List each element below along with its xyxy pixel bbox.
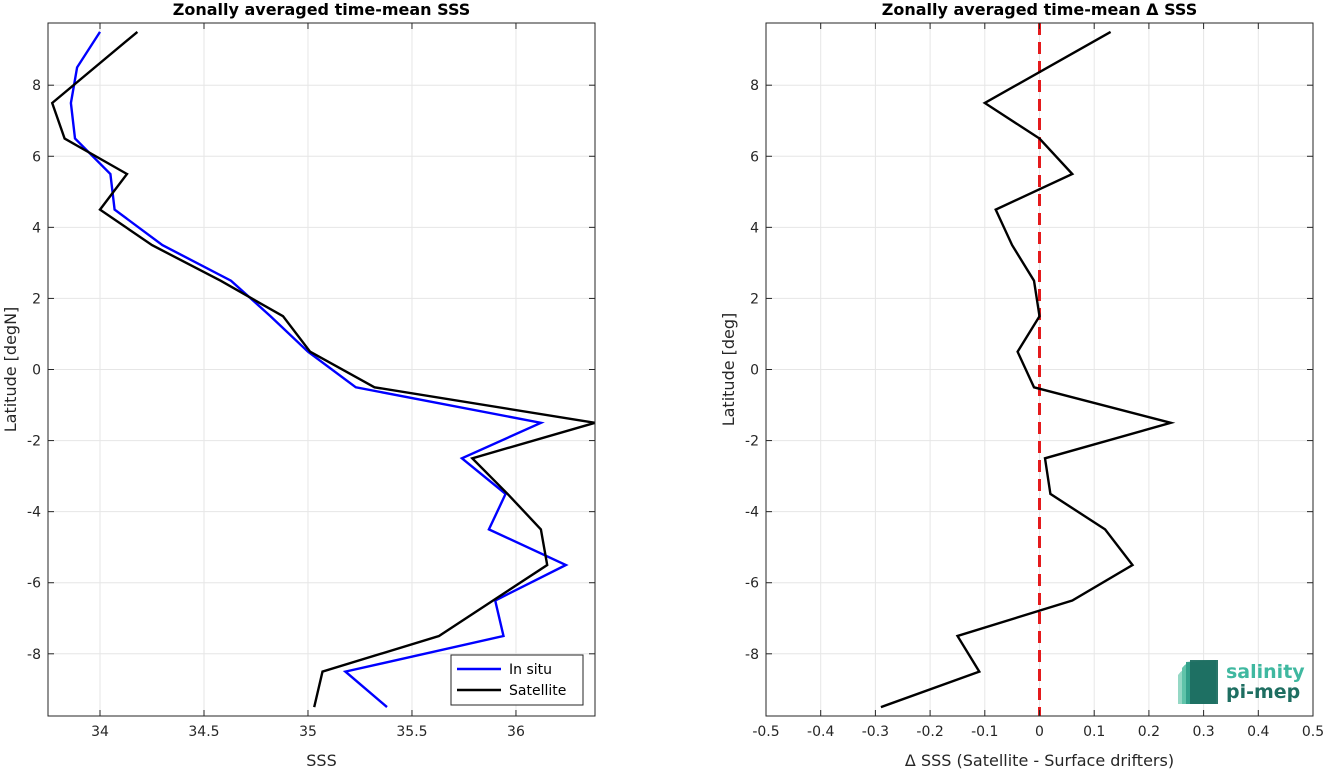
left-x-tick-label: 35.5: [396, 724, 427, 740]
left-y-tick-label: -2: [27, 434, 41, 450]
right-y-tick-label: -4: [745, 505, 759, 521]
right-y-tick-label: -6: [745, 576, 759, 592]
right-x-tick-label: -0.2: [916, 724, 943, 740]
legend-label-satellite: Satellite: [509, 683, 566, 699]
right-y-axis-label: Latitude [deg]: [719, 313, 738, 427]
left-x-tick-label: 34.5: [188, 724, 219, 740]
right-x-axis-label: Δ SSS (Satellite - Surface drifters): [905, 751, 1174, 769]
right-chart-panel: -0.5 -0.4 -0.3 -0.2 -0.1 0 0.1 0.2 0.3 0.4 0.5 -8 -6…: [719, 0, 1324, 769]
left-y-tick-label: 8: [32, 78, 41, 94]
right-y-tick-label: 8: [750, 78, 759, 94]
right-x-tick-label: 0.2: [1138, 724, 1160, 740]
right-y-tick-label: 0: [750, 363, 759, 379]
right-x-tick-label: 0.4: [1247, 724, 1269, 740]
left-x-axis-label: SSS: [306, 751, 336, 769]
left-y-tick-label: -4: [27, 505, 41, 521]
left-chart-panel: 34 34.5 35 35.5 36 -8 -6 -4 -2 0 2 4 6 8 Zonally avera…: [1, 0, 596, 769]
left-x-tick-label: 35: [299, 724, 317, 740]
wave-logo-layer: [1190, 660, 1218, 704]
right-x-tick-label: 0.5: [1302, 724, 1324, 740]
right-x-tick-label: -0.3: [862, 724, 889, 740]
left-y-tick-label: 2: [32, 291, 41, 307]
satellite-series-line: [50, 30, 596, 708]
right-x-tick-label: -0.5: [752, 724, 779, 740]
legend-box: [450, 654, 584, 706]
in-situ-series-line: [69, 31, 569, 709]
left-y-tick-label: 6: [32, 149, 41, 165]
left-y-axis-label: Latitude [degN]: [1, 307, 20, 433]
right-chart-title: Zonally averaged time-mean Δ SSS: [882, 0, 1198, 19]
right-x-tick-label: 0.3: [1192, 724, 1214, 740]
right-y-tick-label: 6: [750, 149, 759, 165]
left-y-tick-label: 0: [32, 363, 41, 379]
right-x-tick-label: -0.4: [807, 724, 834, 740]
left-chart-title: Zonally averaged time-mean SSS: [173, 0, 471, 19]
right-x-tick-label: 0: [1035, 724, 1044, 740]
right-y-tick-label: 2: [750, 291, 759, 307]
right-x-tick-label: -0.1: [971, 724, 998, 740]
left-x-tick-label: 36: [507, 724, 525, 740]
left-x-tick-label: 34: [91, 724, 109, 740]
right-x-tick-label: 0.1: [1083, 724, 1105, 740]
left-y-tick-label: -6: [27, 576, 41, 592]
legend-label-in-situ: In situ: [509, 662, 552, 678]
logo-text-pi-mep: pi-mep: [1226, 681, 1300, 703]
legend: In situ Satellite: [450, 654, 584, 706]
left-y-tick-label: -8: [27, 647, 41, 663]
right-y-tick-label: 4: [750, 220, 759, 236]
right-y-tick-label: -8: [745, 647, 759, 663]
right-y-tick-label: -2: [745, 434, 759, 450]
logo-text-salinity: salinity: [1226, 661, 1305, 683]
left-y-tick-label: 4: [32, 220, 41, 236]
wave-logo-icon: [1178, 660, 1218, 704]
delta-sss-series-line: [880, 30, 1176, 709]
